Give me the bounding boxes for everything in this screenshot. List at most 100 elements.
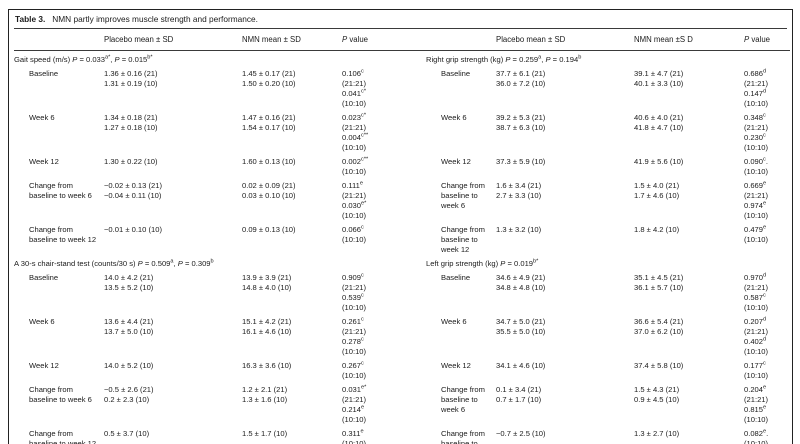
nmn-value-right: 1.5 ± 4.0 (21) 1.7 ± 4.6 (10) bbox=[634, 180, 680, 200]
section-title-left: A 30-s chair-stand test (counts/30 s) P … bbox=[14, 257, 214, 268]
section-title-right: Right grip strength (kg) P = 0.259a, P =… bbox=[426, 53, 582, 64]
p-value-right: 0.970d (21:21) 0.587c (10:10) bbox=[744, 271, 769, 312]
placebo-value-left: 1.34 ± 0.18 (21) 1.27 ± 0.18 (10) bbox=[104, 112, 158, 132]
nmn-value-right: 41.9 ± 5.6 (10) bbox=[634, 156, 684, 166]
nmn-value-right: 37.4 ± 5.8 (10) bbox=[634, 360, 684, 370]
section-title-right: Left grip strength (kg) P = 0.019b* bbox=[426, 257, 539, 268]
p-value-left: 0.031e* (21:21) 0.214e (10:10) bbox=[342, 383, 367, 424]
col-header-rowlabel-left bbox=[14, 28, 104, 51]
table-row: Week 12 1.30 ± 0.22 (10) 1.60 ± 0.13 (10) 0… bbox=[14, 153, 790, 177]
results-table: Placebo mean ± SD NMN mean ± SD P value … bbox=[14, 28, 790, 444]
nmn-value-left: 1.60 ± 0.13 (10) bbox=[242, 156, 296, 166]
row-label-right: Change from baseline to week 6 bbox=[441, 180, 485, 210]
p-value-left: 0.111e (21:21) 0.030e* (10:10) bbox=[342, 179, 367, 220]
table-caption-text: NMN partly improves muscle strength and … bbox=[52, 13, 258, 24]
nmn-value-left: 1.45 ± 0.17 (21) 1.50 ± 0.20 (10) bbox=[242, 68, 296, 88]
placebo-value-left: 1.30 ± 0.22 (10) bbox=[104, 156, 158, 166]
nmn-value-left: 15.1 ± 4.2 (21) 16.1 ± 4.6 (10) bbox=[242, 316, 292, 336]
p-value-left: 0.909c (21:21) 0.539c (10:10) bbox=[342, 271, 367, 312]
table-caption-label: Table 3. bbox=[15, 13, 46, 24]
col-header-nmn-left: NMN mean ± SD bbox=[242, 28, 342, 51]
placebo-value-right: 37.3 ± 5.9 (10) bbox=[496, 156, 546, 166]
p-value-right: 0.686d (21:21) 0.147d (10:10) bbox=[744, 67, 769, 108]
table-row: Change from baseline to week 6 −0.5 ± 2.6… bbox=[14, 381, 790, 425]
placebo-value-right: 39.2 ± 5.3 (21) 38.7 ± 6.3 (10) bbox=[496, 112, 546, 132]
row-label-left: Baseline bbox=[29, 272, 59, 282]
nmn-value-right: 36.6 ± 5.4 (21) 37.0 ± 6.2 (10) bbox=[634, 316, 684, 336]
nmn-value-left: 0.02 ± 0.09 (21) 0.03 ± 0.10 (10) bbox=[242, 180, 296, 200]
nmn-value-right: 40.6 ± 4.0 (21) 41.8 ± 4.7 (10) bbox=[634, 112, 684, 132]
table-row: Baseline 1.36 ± 0.16 (21) 1.31 ± 0.19 (10)… bbox=[14, 65, 790, 109]
row-label-left: Baseline bbox=[29, 68, 59, 78]
p-value-left: 0.023c* (21:21) 0.004c** (10:10) bbox=[342, 111, 369, 152]
col-header-nmn-right: NMN mean ±S D bbox=[634, 28, 744, 51]
p-value-right: 0.082e. (10:10) bbox=[744, 427, 769, 444]
table-row: Week 6 13.6 ± 4.4 (21) 13.7 ± 5.0 (10) 15.1… bbox=[14, 313, 790, 357]
placebo-value-left: 1.36 ± 0.16 (21) 1.31 ± 0.19 (10) bbox=[104, 68, 158, 88]
section-header-row: A 30-s chair-stand test (counts/30 s) P … bbox=[14, 255, 790, 269]
p-value-left: 0.261c (21:21) 0.278c (10:10) bbox=[342, 315, 367, 356]
table-row: Week 6 1.34 ± 0.18 (21) 1.27 ± 0.18 (10) 1.… bbox=[14, 109, 790, 153]
row-label-right: Week 12 bbox=[441, 360, 471, 370]
row-label-right: Baseline bbox=[441, 68, 471, 78]
table-row: Change from baseline to week 12 0.5 ± 3.7… bbox=[14, 425, 790, 444]
section-header-row: Gait speed (m/s) P = 0.033a*, P = 0.015b… bbox=[14, 50, 790, 65]
col-header-pvalue-left: P value bbox=[342, 28, 426, 51]
placebo-value-right: 37.7 ± 6.1 (21) 36.0 ± 7.2 (10) bbox=[496, 68, 546, 88]
table-caption: Table 3. NMN partly improves muscle stren… bbox=[14, 10, 787, 29]
p-value-left: 0.002c** (10:10) bbox=[342, 155, 369, 176]
table-row: Week 12 14.0 ± 5.2 (10) 16.3 ± 3.6 (10) 0.2… bbox=[14, 357, 790, 381]
row-label-left: Change from baseline to week 12 bbox=[29, 224, 97, 244]
row-label-left: Week 12 bbox=[29, 360, 59, 370]
nmn-value-left: 16.3 ± 3.6 (10) bbox=[242, 360, 292, 370]
row-label-left: Change from baseline to week 6 bbox=[29, 384, 92, 404]
placebo-value-right: −0.7 ± 2.5 (10) bbox=[496, 428, 546, 438]
row-label-right: Change from baseline to week 12 bbox=[441, 224, 485, 254]
row-label-left: Week 6 bbox=[29, 316, 55, 326]
nmn-value-left: 1.5 ± 1.7 (10) bbox=[242, 428, 288, 438]
row-label-right: Week 12 bbox=[441, 156, 471, 166]
p-value-left: 0.311e (10:10) bbox=[342, 427, 367, 444]
row-label-right: Week 6 bbox=[441, 316, 467, 326]
placebo-value-left: 14.0 ± 4.2 (21) 13.5 ± 5.2 (10) bbox=[104, 272, 154, 292]
p-value-right: 0.669e (21:21) 0.974e (10:10) bbox=[744, 179, 769, 220]
placebo-value-right: 1.3 ± 3.2 (10) bbox=[496, 224, 542, 234]
placebo-value-right: 34.1 ± 4.6 (10) bbox=[496, 360, 546, 370]
placebo-value-left: −0.02 ± 0.13 (21) −0.04 ± 0.11 (10) bbox=[104, 180, 162, 200]
col-header-placebo-right: Placebo mean ± SD bbox=[496, 28, 634, 51]
nmn-value-left: 1.47 ± 0.16 (21) 1.54 ± 0.17 (10) bbox=[242, 112, 296, 132]
row-label-right: Change from baseline to week 12 bbox=[441, 428, 485, 444]
p-value-right: 0.204e (21:21) 0.815e (10:10) bbox=[744, 383, 769, 424]
table-frame: Table 3. NMN partly improves muscle stren… bbox=[8, 9, 793, 444]
placebo-value-right: 34.6 ± 4.9 (21) 34.8 ± 4.8 (10) bbox=[496, 272, 546, 292]
row-label-left: Week 12 bbox=[29, 156, 59, 166]
placebo-value-right: 1.6 ± 3.4 (21) 2.7 ± 3.3 (10) bbox=[496, 180, 542, 200]
p-value-left: 0.106c (21:21) 0.041c* (10:10) bbox=[342, 67, 367, 108]
section-title-left: Gait speed (m/s) P = 0.033a*, P = 0.015b… bbox=[14, 53, 153, 64]
p-value-right: 0.348c (21:21) 0.230c (10:10) bbox=[744, 111, 769, 152]
row-label-left: Change from baseline to week 6 bbox=[29, 180, 92, 200]
placebo-value-left: 14.0 ± 5.2 (10) bbox=[104, 360, 154, 370]
placebo-value-left: 13.6 ± 4.4 (21) 13.7 ± 5.0 (10) bbox=[104, 316, 154, 336]
nmn-value-left: 1.2 ± 2.1 (21) 1.3 ± 1.6 (10) bbox=[242, 384, 288, 404]
row-label-right: Baseline bbox=[441, 272, 471, 282]
p-value-right: 0.207d (21:21) 0.402d (10:10) bbox=[744, 315, 769, 356]
p-value-left: 0.267c (10:10) bbox=[342, 359, 367, 380]
placebo-value-left: 0.5 ± 3.7 (10) bbox=[104, 428, 150, 438]
table-body: Gait speed (m/s) P = 0.033a*, P = 0.015b… bbox=[14, 50, 790, 444]
col-header-rowlabel-right bbox=[426, 28, 496, 51]
nmn-value-right: 39.1 ± 4.7 (21) 40.1 ± 3.3 (10) bbox=[634, 68, 684, 88]
nmn-value-left: 0.09 ± 0.13 (10) bbox=[242, 224, 296, 234]
nmn-value-right: 1.5 ± 4.3 (21) 0.9 ± 4.5 (10) bbox=[634, 384, 680, 404]
placebo-value-right: 34.7 ± 5.0 (21) 35.5 ± 5.0 (10) bbox=[496, 316, 546, 336]
row-label-left: Week 6 bbox=[29, 112, 55, 122]
p-value-right: 0.090c. (10:10) bbox=[744, 155, 769, 176]
nmn-value-right: 1.8 ± 4.2 (10) bbox=[634, 224, 680, 234]
placebo-value-left: −0.01 ± 0.10 (10) bbox=[104, 224, 162, 234]
nmn-value-right: 1.3 ± 2.7 (10) bbox=[634, 428, 680, 438]
table-row: Change from baseline to week 6 −0.02 ± 0.… bbox=[14, 177, 790, 221]
table-row: Change from baseline to week 12 −0.01 ± 0… bbox=[14, 221, 790, 255]
p-value-right: 0.479e (10:10) bbox=[744, 223, 769, 244]
header-row: Placebo mean ± SD NMN mean ± SD P value … bbox=[14, 28, 790, 51]
